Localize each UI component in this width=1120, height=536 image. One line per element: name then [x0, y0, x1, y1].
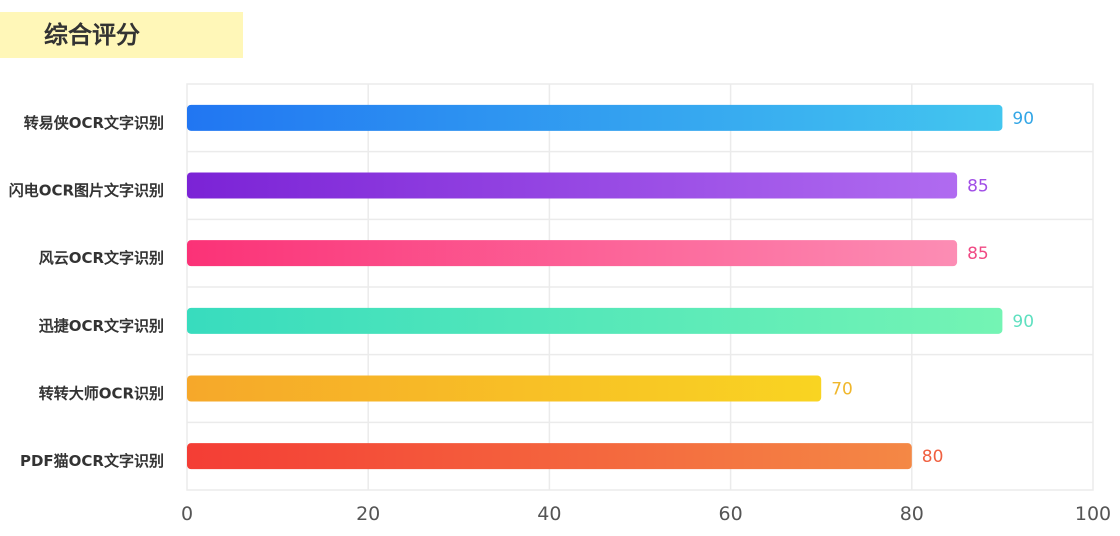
- labels: 0 20 40 60 80 100 转易侠OCR文字识别 90 闪电OCR图片文字识别 85 风云O…: [9, 109, 1111, 525]
- category-label: 迅捷OCR文字识别: [39, 317, 164, 335]
- title-badge: [0, 12, 243, 58]
- x-tick-label: 0: [181, 503, 193, 525]
- bar: [187, 443, 912, 470]
- category-label: PDF猫OCR文字识别: [20, 452, 164, 470]
- x-tick-label: 40: [537, 503, 561, 525]
- bar: [187, 375, 822, 402]
- value-label: 80: [922, 447, 944, 467]
- x-tick-label: 80: [900, 503, 924, 525]
- category-label: 转转大师OCR识别: [39, 385, 164, 403]
- value-label: 90: [1012, 312, 1034, 332]
- category-label: 风云OCR文字识别: [39, 249, 164, 267]
- page-title: 综合评分: [44, 21, 140, 49]
- value-label: 85: [967, 177, 989, 197]
- category-label: 闪电OCR图片文字识别: [9, 182, 164, 200]
- value-label: 85: [967, 244, 989, 264]
- bar: [187, 307, 1003, 334]
- value-label: 90: [1012, 109, 1034, 129]
- x-tick-label: 60: [719, 503, 743, 525]
- x-tick-label: 20: [356, 503, 380, 525]
- category-label: 转易侠OCR文字识别: [24, 114, 164, 132]
- bar: [187, 240, 958, 267]
- value-label: 70: [831, 380, 853, 400]
- bar: [187, 172, 958, 199]
- x-tick-label: 100: [1075, 503, 1111, 525]
- grid-lines: [186, 83, 1094, 491]
- bars: [187, 104, 1003, 470]
- bar: [187, 104, 1003, 131]
